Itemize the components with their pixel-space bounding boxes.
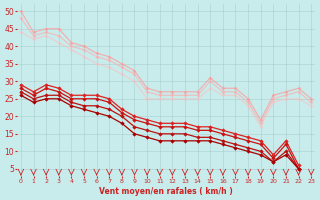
X-axis label: Vent moyen/en rafales ( km/h ): Vent moyen/en rafales ( km/h ) (99, 187, 233, 196)
